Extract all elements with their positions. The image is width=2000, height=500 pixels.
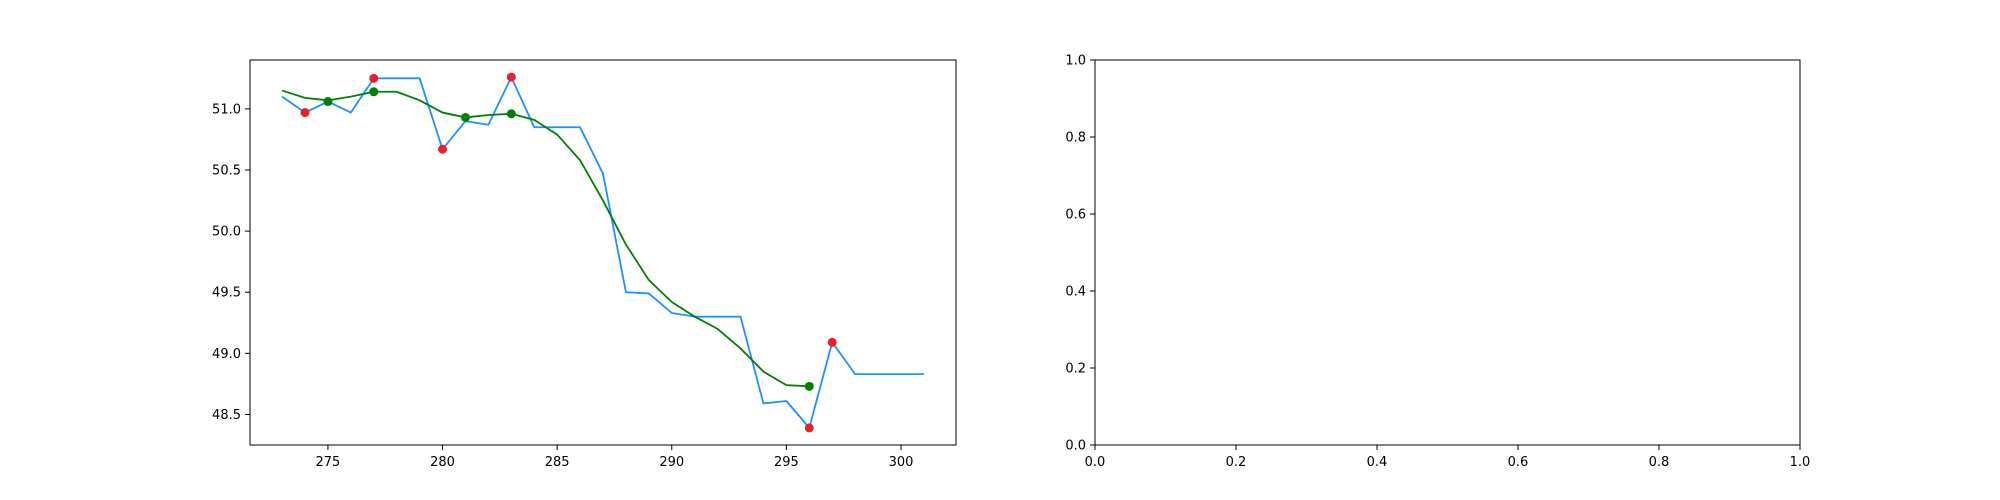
green-points-marker bbox=[460, 112, 470, 122]
red-points-marker bbox=[300, 108, 310, 118]
y-tick-label: 48.5 bbox=[212, 408, 241, 423]
x-tick-label: 280 bbox=[430, 455, 455, 470]
price-line bbox=[281, 76, 924, 429]
y-tick-label: 0.4 bbox=[1065, 285, 1086, 300]
x-tick-label: 285 bbox=[545, 455, 570, 470]
red-points-marker bbox=[804, 423, 814, 433]
y-tick-label: 0.0 bbox=[1065, 439, 1086, 454]
y-tick-label: 50.5 bbox=[212, 164, 241, 179]
y-tick-label: 50.0 bbox=[212, 225, 241, 240]
x-tick-label: 290 bbox=[659, 455, 684, 470]
y-tick-label: 0.2 bbox=[1065, 362, 1086, 377]
x-tick-label: 0.6 bbox=[1508, 455, 1529, 470]
red-points-marker bbox=[438, 144, 448, 154]
axes-frame bbox=[1094, 59, 1801, 446]
y-tick-label: 49.0 bbox=[212, 347, 241, 362]
y-tick-label: 1.0 bbox=[1065, 54, 1086, 69]
green-points-marker bbox=[506, 109, 516, 119]
y-tick-label: 49.5 bbox=[212, 286, 241, 301]
red-points-marker bbox=[369, 73, 379, 83]
x-tick-label: 0.8 bbox=[1649, 455, 1670, 470]
x-tick-label: 275 bbox=[316, 455, 341, 470]
x-tick-label: 0.0 bbox=[1085, 455, 1106, 470]
axes-frame bbox=[249, 59, 957, 446]
green-points-marker bbox=[369, 87, 379, 97]
x-tick-label: 1.0 bbox=[1790, 455, 1811, 470]
x-tick-label: 300 bbox=[889, 455, 914, 470]
x-tick-label: 0.4 bbox=[1367, 455, 1388, 470]
red-points-marker bbox=[506, 72, 516, 82]
y-tick-label: 0.8 bbox=[1065, 131, 1086, 146]
right-axes: 0.0 0.2 0.4 0.6 0.8 1.0 0.0 0.2 0.4 0.6 0.8 1.0 bbox=[1065, 54, 1810, 471]
y-tick-label: 0.6 bbox=[1065, 208, 1086, 223]
x-tick-label: 0.2 bbox=[1226, 455, 1247, 470]
red-points-marker bbox=[827, 337, 837, 347]
left-axes: 275 280 285 290 295 300 48.5 49.0 49.5 50.0 50.5 51… bbox=[212, 59, 957, 470]
x-tick-label: 295 bbox=[774, 455, 799, 470]
green-points-marker bbox=[804, 381, 814, 391]
y-tick-label: 51.0 bbox=[212, 102, 241, 117]
green-points-marker bbox=[323, 97, 333, 107]
